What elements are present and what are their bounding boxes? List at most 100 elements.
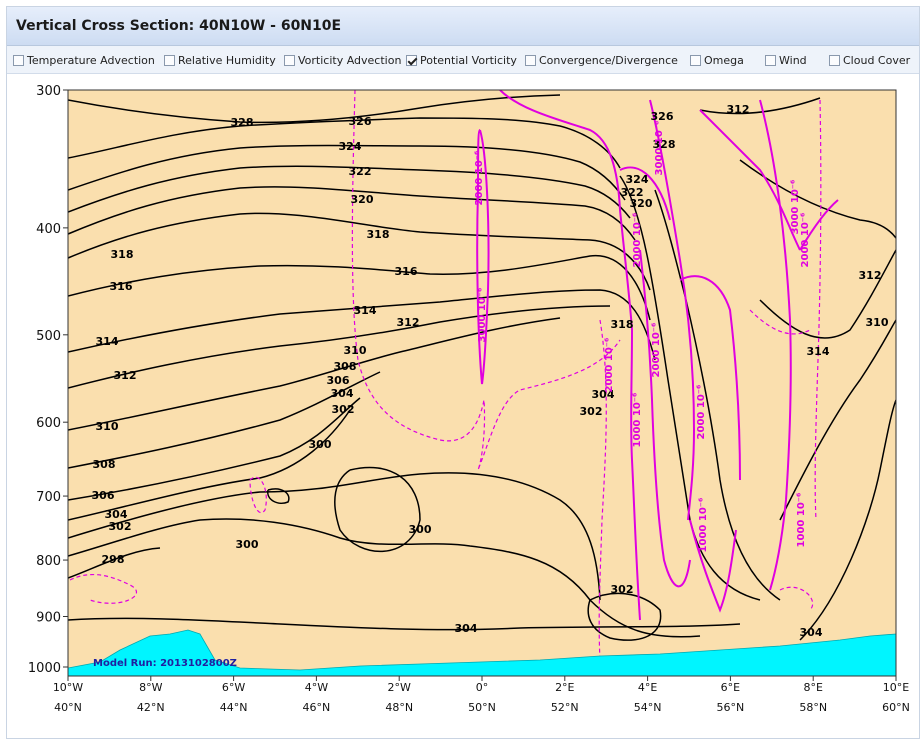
isentrope-label: 312 <box>859 269 882 282</box>
isentrope-label: 316 <box>395 265 418 278</box>
option-cloud-cover[interactable]: Cloud Cover <box>829 52 910 68</box>
isentrope-label: 318 <box>111 248 134 261</box>
pv-contour <box>649 99 696 521</box>
isentrope-label: 304 <box>105 508 128 521</box>
isentrope <box>654 189 781 601</box>
checkbox-relative-humidity[interactable] <box>164 54 175 66</box>
pv-label: 2000 10⁻⁶ <box>604 338 615 393</box>
x-tick-label-lon: 2°E <box>555 681 574 694</box>
model-run-label: Model Run: 2013102800Z <box>93 658 237 669</box>
x-tick-label-lon: 4°W <box>305 681 328 694</box>
checkbox-omega[interactable] <box>690 54 701 66</box>
x-tick-label-lat: 58°N <box>799 701 827 714</box>
isentrope-label: 310 <box>866 316 889 329</box>
pv-label: 1000 10⁻⁶ <box>796 493 807 548</box>
option-label: Temperature Advection <box>27 53 155 67</box>
checkbox-convergence-divergence[interactable] <box>525 54 536 66</box>
isentrope <box>334 466 421 552</box>
isentrope-label: 300 <box>409 523 432 536</box>
isentrope-label: 312 <box>727 103 750 116</box>
pv-contour-dashed <box>598 319 607 661</box>
isentrope-label: 302 <box>611 583 634 596</box>
isentrope <box>68 547 161 579</box>
isentrope-label: 316 <box>110 280 133 293</box>
x-tick-label-lat: 46°N <box>303 701 331 714</box>
isentrope <box>799 399 896 641</box>
isentrope-label: 310 <box>344 344 367 357</box>
option-wind[interactable]: Wind <box>765 52 807 68</box>
isentrope-label: 318 <box>611 318 634 331</box>
isentrope-label: 308 <box>93 458 116 471</box>
y-tick-label: 800 <box>36 554 61 569</box>
checkbox-potential-vorticity[interactable] <box>406 54 417 66</box>
y-axis: 300 400 500 600 700 800 900 1000 <box>28 84 68 676</box>
y-tick-label: 300 <box>36 84 61 99</box>
y-tick-label: 600 <box>36 416 61 431</box>
option-potential-vorticity[interactable]: Potential Vorticity <box>406 52 517 68</box>
isentrope-label: 324 <box>339 140 362 153</box>
isentrope <box>68 305 611 389</box>
isentrope-label: 328 <box>653 138 676 151</box>
pv-contour <box>679 275 741 481</box>
pv-contour <box>689 519 737 613</box>
option-convergence-divergence[interactable]: Convergence/Divergence <box>525 52 678 68</box>
pv-contour <box>699 109 801 251</box>
pv-contour <box>799 199 839 251</box>
x-tick-label-lat: 42°N <box>137 701 165 714</box>
isentrope-lines <box>68 94 896 641</box>
x-tick-label-lon: 4°E <box>638 681 657 694</box>
isentrope-label: 318 <box>367 228 390 241</box>
isentrope <box>779 319 896 521</box>
option-label: Wind <box>779 53 807 67</box>
x-tick-label-lat: 50°N <box>468 701 496 714</box>
checkbox-wind[interactable] <box>765 54 776 66</box>
option-relative-humidity[interactable]: Relative Humidity <box>164 52 276 68</box>
isentrope <box>68 144 626 201</box>
checkbox-cloud-cover[interactable] <box>829 54 840 66</box>
isentrope <box>68 317 561 431</box>
isentrope-label: 322 <box>621 186 644 199</box>
isentrope <box>68 289 656 361</box>
x-tick-label-lat: 44°N <box>220 701 248 714</box>
isentrope <box>699 97 821 115</box>
isentrope <box>587 592 662 641</box>
option-label: Cloud Cover <box>843 53 911 67</box>
x-tick-label-lat: 48°N <box>385 701 413 714</box>
pv-contour <box>639 249 691 588</box>
pv-contour <box>476 129 490 385</box>
x-tick-label-lon: 0° <box>476 681 489 694</box>
option-label: Relative Humidity <box>178 53 276 67</box>
isentrope-label: 308 <box>334 360 357 373</box>
isentrope <box>619 175 761 601</box>
isentrope-label: 304 <box>331 387 354 400</box>
isentrope <box>68 212 651 291</box>
isentrope-label: 312 <box>114 369 137 382</box>
pv-label: 3000 10⁻⁶ <box>790 180 801 235</box>
option-vorticity-advection[interactable]: Vorticity Advection <box>284 52 401 68</box>
isentrope-label: 304 <box>800 626 823 639</box>
isentrope-label: 324 <box>626 173 649 186</box>
isentrope-label: 306 <box>92 489 115 502</box>
option-label: Omega <box>704 53 744 67</box>
option-label: Potential Vorticity <box>420 53 517 67</box>
option-temperature-advection[interactable]: Temperature Advection <box>13 52 155 68</box>
isentrope-label: 304 <box>592 388 615 401</box>
isentrope <box>68 371 381 469</box>
option-omega[interactable]: Omega <box>690 52 744 68</box>
x-tick-label-lon: 6°E <box>721 681 740 694</box>
checkbox-vorticity-advection[interactable] <box>284 54 295 66</box>
option-label: Vorticity Advection <box>298 53 402 67</box>
isentrope-label: 322 <box>349 165 372 178</box>
isentrope <box>739 159 896 239</box>
isentrope <box>68 165 631 219</box>
x-tick-label-lon: 8°W <box>139 681 162 694</box>
isentrope-label: 326 <box>349 115 372 128</box>
terrain-area <box>68 629 896 676</box>
x-axis: 10°W 40°N 8°W 42°N 6°W 44°N 4°W 46°N 2°W 48°N 0° 50… <box>53 676 910 714</box>
checkbox-temperature-advection[interactable] <box>13 54 24 66</box>
isentrope-label: 320 <box>630 197 653 210</box>
isentrope <box>68 617 741 631</box>
pv-label: 2000 10⁻⁶ <box>632 213 643 268</box>
title-bar: Vertical Cross Section: 40N10W - 60N10E <box>7 7 919 46</box>
